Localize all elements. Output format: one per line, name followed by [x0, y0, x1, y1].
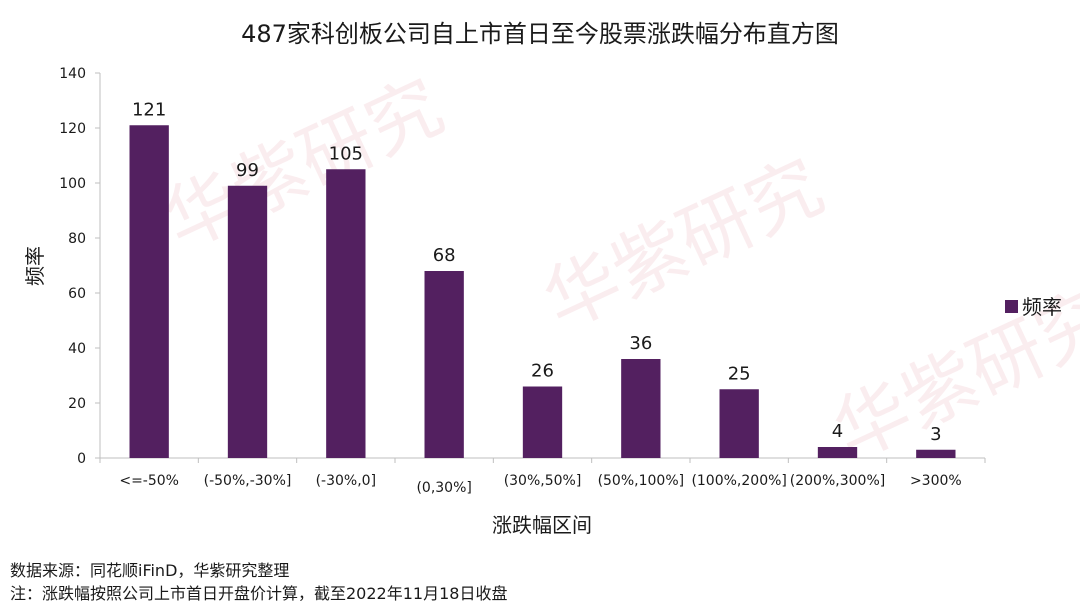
x-axis-title: 涨跌幅区间 — [492, 513, 592, 537]
x-tick-label: (100%,200%] — [691, 473, 786, 489]
y-tick-label: 140 — [59, 66, 86, 82]
footnotes: 数据来源：同花顺iFinD，华紫研究整理 注：涨跌幅按照公司上市首日开盘价计算，… — [10, 559, 507, 605]
y-tick-label: 100 — [59, 176, 86, 192]
y-tick-label: 20 — [68, 396, 86, 412]
data-label: 26 — [531, 361, 554, 382]
x-tick-label: (30%,50%] — [504, 473, 582, 489]
chart-title: 487家科创板公司自上市首日至今股票涨跌幅分布直方图 — [241, 20, 839, 48]
data-label: 105 — [329, 143, 363, 164]
bar — [916, 449, 956, 458]
bar — [522, 386, 563, 458]
x-tick-label: (0,30%] — [416, 480, 471, 496]
bar — [817, 447, 858, 458]
y-tick-label: 120 — [59, 121, 86, 137]
bar — [621, 359, 661, 458]
y-tick-label: 0 — [77, 451, 86, 467]
legend: 频率 — [1005, 295, 1062, 319]
data-label: 4 — [832, 421, 843, 442]
bar — [129, 125, 169, 458]
source-note: 数据来源：同花顺iFinD，华紫研究整理 — [10, 561, 290, 580]
data-label: 36 — [629, 333, 652, 354]
x-tick-label: (-50%,-30%] — [204, 473, 292, 489]
data-label: 99 — [236, 160, 259, 181]
legend-swatch — [1005, 300, 1018, 313]
data-label: 121 — [132, 99, 166, 120]
y-tick-label: 80 — [68, 231, 86, 247]
y-tick-label: 60 — [68, 286, 86, 302]
bar — [719, 389, 759, 458]
data-labels: 121 99 105 68 26 36 25 4 3 — [132, 99, 942, 445]
watermark-text: 华紫研究 — [151, 63, 456, 266]
calculation-note: 注：涨跌幅按照公司上市首日开盘价计算，截至2022年11月18日收盘 — [10, 584, 508, 603]
x-tick-label: (50%,100%] — [598, 473, 685, 489]
y-tick-label: 40 — [68, 341, 86, 357]
x-tick-label: <=-50% — [119, 473, 179, 489]
data-label: 68 — [433, 245, 456, 266]
data-label: 3 — [930, 424, 941, 445]
legend-label: 频率 — [1022, 295, 1062, 319]
bar — [326, 169, 366, 458]
y-axis-title: 频率 — [23, 246, 47, 286]
bar — [424, 271, 464, 458]
watermark-text: 华紫研究 — [531, 143, 836, 346]
x-tick-label: (-30%,0] — [316, 473, 376, 489]
data-label: 25 — [728, 363, 751, 384]
bar — [227, 185, 268, 458]
y-axis: 0 20 40 60 80 100 120 140 — [59, 66, 101, 467]
x-tick-label: >300% — [910, 473, 962, 489]
bar-series — [129, 125, 956, 458]
x-tick-label: (200%,300%] — [790, 473, 885, 489]
